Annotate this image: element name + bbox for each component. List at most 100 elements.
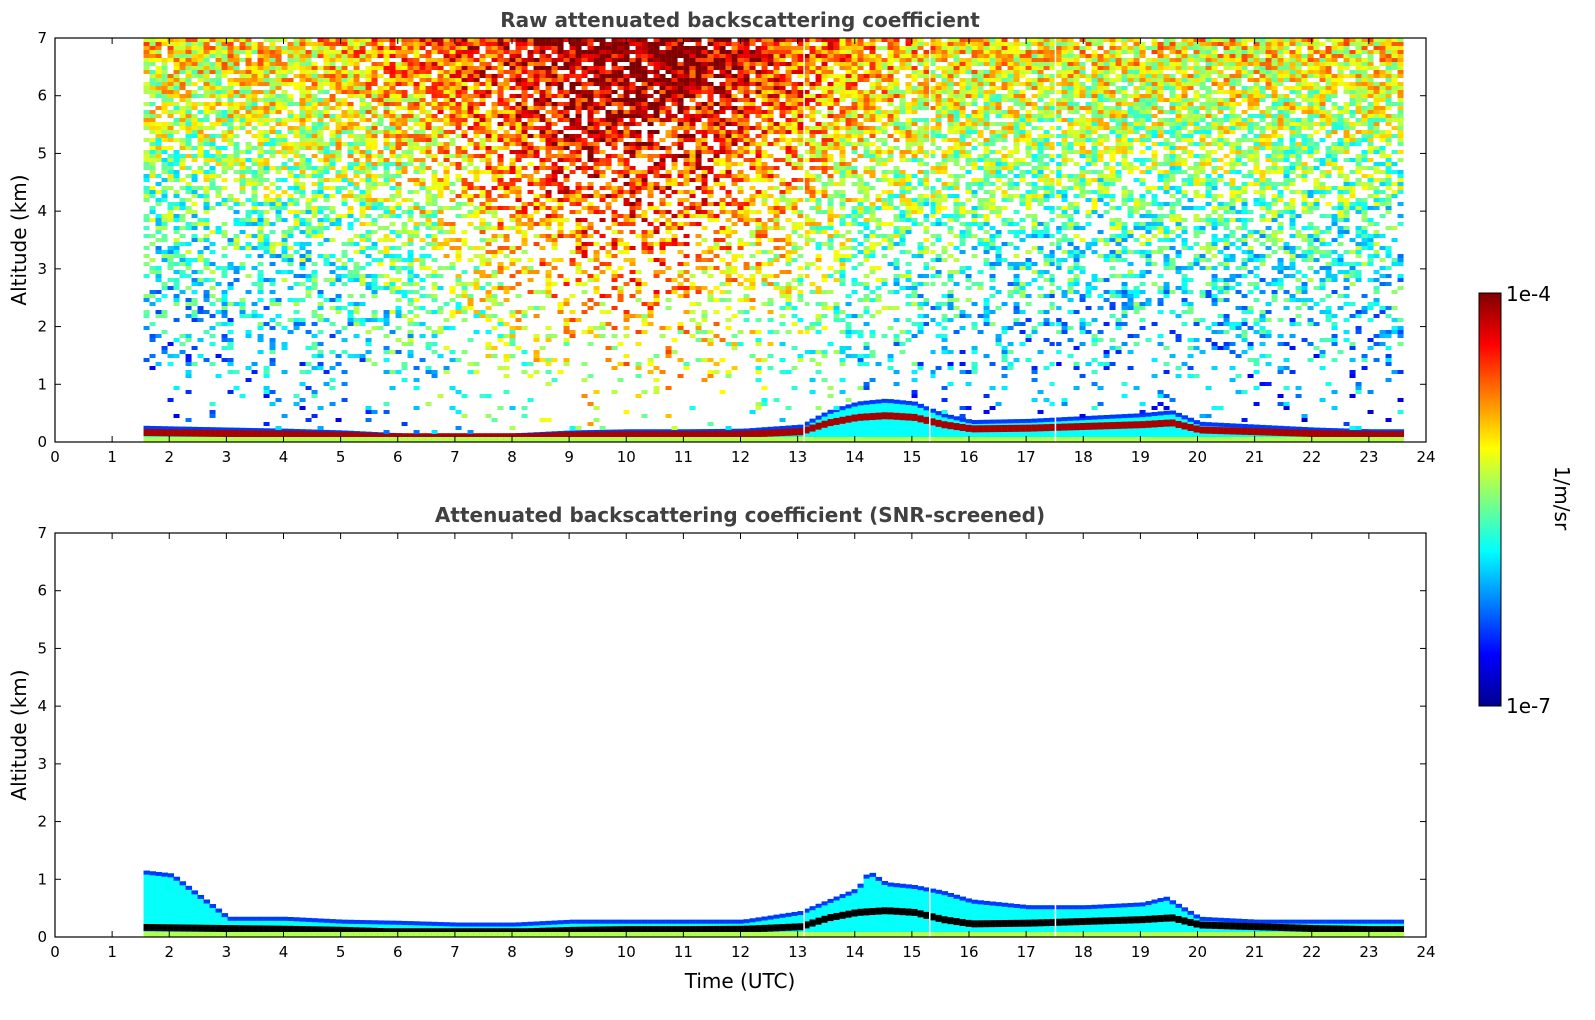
heatmap-noise-cell	[143, 38, 150, 42]
heatmap-noise-cell	[227, 282, 234, 286]
heatmap-noise-cell	[629, 218, 636, 222]
heatmap-noise-cell	[359, 354, 366, 358]
heatmap-noise-cell	[461, 122, 468, 126]
heatmap-noise-cell	[683, 294, 690, 298]
heatmap-noise-cell	[503, 186, 510, 190]
heatmap-noise-cell	[347, 294, 354, 298]
heatmap-noise-cell	[191, 118, 198, 122]
heatmap-noise-cell	[149, 186, 156, 190]
heatmap-noise-cell	[257, 338, 264, 342]
heatmap-noise-cell	[425, 42, 432, 46]
heatmap-noise-cell	[305, 138, 312, 142]
heatmap-noise-cell	[659, 74, 666, 78]
heatmap-noise-cell	[413, 46, 420, 50]
heatmap-noise-cell	[665, 278, 672, 282]
heatmap-noise-cell	[179, 166, 186, 170]
heatmap-noise-cell	[467, 194, 474, 198]
heatmap-surface	[641, 437, 649, 442]
heatmap-noise-cell	[263, 238, 270, 242]
heatmap-noise-cell	[647, 106, 654, 110]
heatmap-noise-cell	[257, 46, 264, 50]
heatmap-noise-cell	[383, 134, 390, 138]
heatmap-noise-cell	[479, 218, 486, 222]
heatmap-surface	[695, 437, 703, 442]
heatmap-noise-cell	[611, 138, 618, 142]
heatmap-noise-cell	[617, 186, 624, 190]
heatmap-noise-cell	[365, 178, 372, 182]
heatmap-noise-cell	[449, 266, 456, 270]
heatmap-noise-cell	[629, 38, 636, 42]
heatmap-surface	[581, 437, 589, 442]
heatmap-noise-cell	[155, 66, 162, 70]
heatmap-noise-cell	[515, 42, 522, 46]
heatmap-noise-cell	[545, 286, 552, 290]
heatmap-noise-cell	[221, 158, 228, 162]
heatmap-noise-cell	[203, 290, 210, 294]
heatmap-noise-cell	[299, 90, 306, 94]
heatmap-noise-cell	[215, 90, 222, 94]
heatmap-noise-cell	[647, 186, 654, 190]
heatmap-noise-cell	[299, 62, 306, 66]
heatmap-noise-cell	[197, 86, 204, 90]
heatmap-noise-cell	[539, 178, 546, 182]
heatmap-noise-cell	[287, 78, 294, 82]
heatmap-noise-cell	[221, 334, 228, 338]
heatmap-noise-cell	[293, 326, 300, 330]
heatmap-noise-cell	[395, 254, 402, 258]
heatmap-noise-cell	[587, 306, 594, 310]
heatmap-noise-cell	[287, 174, 294, 178]
heatmap-noise-cell	[371, 98, 378, 102]
heatmap-noise-cell	[701, 58, 708, 62]
heatmap-noise-cell	[605, 322, 612, 326]
heatmap-noise-cell	[479, 206, 486, 210]
heatmap-noise-cell	[605, 114, 612, 118]
heatmap-noise-cell	[365, 418, 372, 422]
heatmap-noise-cell	[239, 162, 246, 166]
heatmap-noise-cell	[491, 294, 498, 298]
heatmap-noise-cell	[647, 138, 654, 142]
heatmap-noise-cell	[161, 130, 168, 134]
heatmap-noise-cell	[587, 194, 594, 198]
heatmap-noise-cell	[659, 250, 666, 254]
heatmap-noise-cell	[617, 222, 624, 226]
heatmap-noise-cell	[689, 70, 696, 74]
heatmap-noise-cell	[149, 210, 156, 214]
heatmap-noise-cell	[203, 110, 210, 114]
heatmap-noise-cell	[653, 130, 660, 134]
heatmap-layer-band	[299, 431, 307, 439]
heatmap-noise-cell	[395, 134, 402, 138]
heatmap-noise-cell	[689, 214, 696, 218]
heatmap-noise-cell	[233, 126, 240, 130]
heatmap-noise-cell	[431, 98, 438, 102]
heatmap-noise-cell	[461, 182, 468, 186]
heatmap-noise-cell	[665, 354, 672, 358]
heatmap-noise-cell	[251, 314, 258, 318]
heatmap-noise-cell	[485, 158, 492, 162]
heatmap-noise-cell	[173, 286, 180, 290]
heatmap-noise-cell	[191, 302, 198, 306]
heatmap-noise-cell	[239, 178, 246, 182]
heatmap-noise-cell	[491, 74, 498, 78]
heatmap-noise-cell	[245, 98, 252, 102]
heatmap-surface	[419, 437, 427, 442]
heatmap-noise-cell	[533, 74, 540, 78]
heatmap-noise-cell	[251, 234, 258, 238]
heatmap-noise-cell	[647, 142, 654, 146]
heatmap-noise-cell	[593, 334, 600, 338]
heatmap-noise-cell	[185, 62, 192, 66]
heatmap-noise-cell	[665, 46, 672, 50]
heatmap-noise-cell	[269, 54, 276, 58]
heatmap-noise-cell	[419, 98, 426, 102]
heatmap-noise-cell	[353, 122, 360, 126]
heatmap-noise-cell	[677, 94, 684, 98]
heatmap-noise-cell	[575, 218, 582, 222]
heatmap-noise-cell	[533, 166, 540, 170]
heatmap-noise-cell	[209, 142, 216, 146]
heatmap-noise-cell	[143, 102, 150, 106]
heatmap-noise-cell	[665, 114, 672, 118]
heatmap-noise-cell	[305, 254, 312, 258]
heatmap-noise-cell	[611, 46, 618, 50]
heatmap-noise-cell	[503, 38, 510, 42]
heatmap-noise-cell	[197, 146, 204, 150]
heatmap-noise-cell	[563, 154, 570, 158]
